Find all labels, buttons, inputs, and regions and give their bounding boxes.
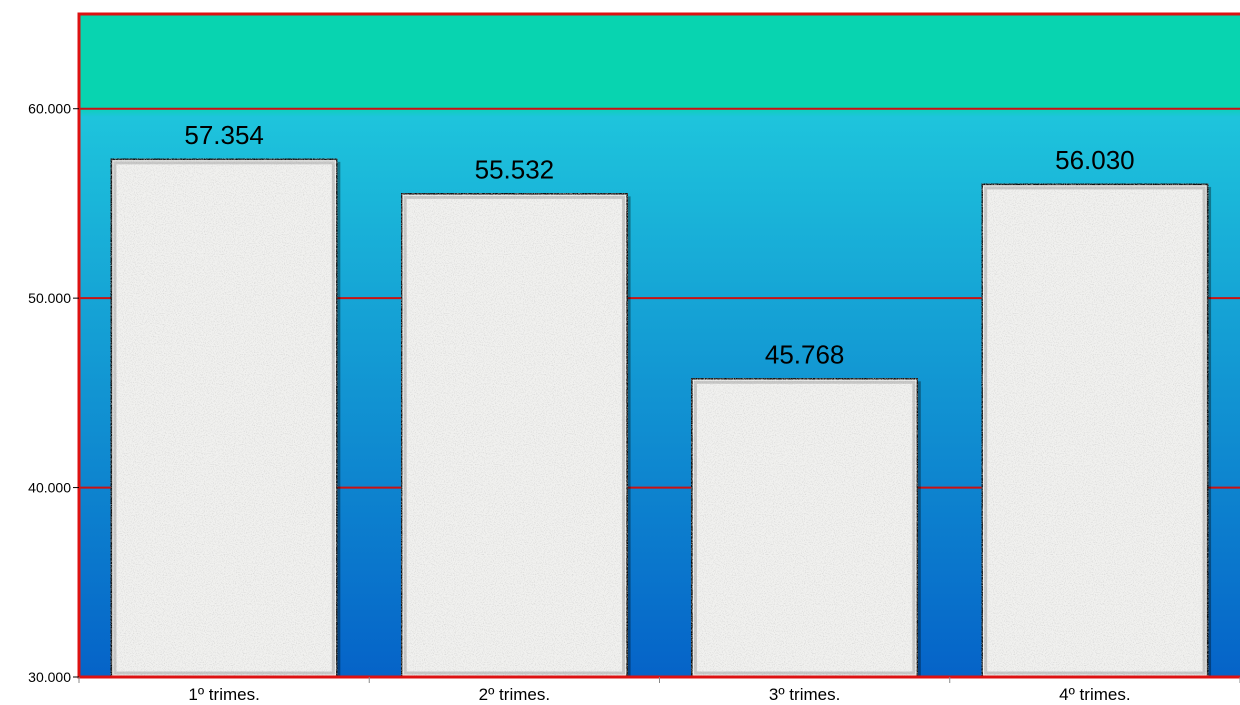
bar	[399, 192, 631, 679]
y-tick-label: 30.000	[28, 669, 71, 685]
bar	[109, 157, 341, 679]
bar-rect	[399, 192, 629, 679]
bar	[980, 182, 1212, 679]
y-tick-label: 50.000	[28, 290, 71, 306]
data-label: 45.768	[765, 339, 845, 369]
bar-rect	[109, 157, 339, 679]
y-tick-label: 60.000	[28, 101, 71, 117]
bar	[690, 377, 921, 679]
data-label: 57.354	[184, 120, 264, 150]
x-tick-label: 3º trimes.	[769, 685, 840, 704]
x-tick-label: 2º trimes.	[479, 685, 550, 704]
y-tick-label: 40.000	[28, 480, 71, 496]
data-labels: 57.354 55.532 45.768 56.030	[184, 120, 1134, 369]
bar-rect	[690, 377, 920, 679]
data-label: 55.532	[475, 154, 555, 184]
bar-rect	[980, 182, 1210, 679]
bar-bevel	[984, 186, 1206, 675]
y-axis: 30.000 40.000 50.000 60.000	[28, 101, 79, 685]
bar-bevel	[113, 161, 335, 675]
data-label: 56.030	[1055, 145, 1135, 175]
plot-frame	[77, 12, 1240, 679]
bar-bevel	[693, 380, 916, 675]
x-tick-label: 1º trimes.	[188, 685, 259, 704]
x-axis: 1º trimes. 2º trimes. 3º trimes. 4º trimes.	[78, 677, 1240, 704]
bar-bevel	[403, 195, 626, 675]
x-tick-label: 4º trimes.	[1059, 685, 1130, 704]
